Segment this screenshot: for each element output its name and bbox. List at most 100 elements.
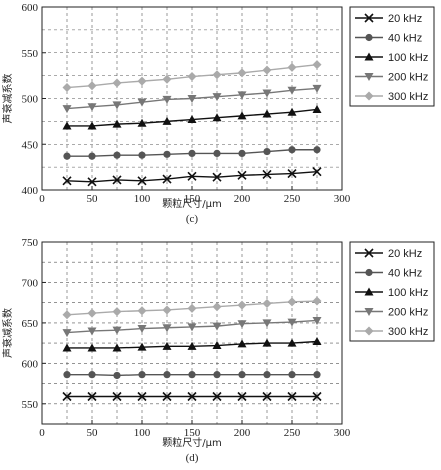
data-point xyxy=(137,325,147,334)
data-point xyxy=(137,342,147,351)
panel-caption: (c) xyxy=(186,213,199,225)
data-point xyxy=(137,98,147,107)
x-tick-label: 0 xyxy=(39,193,45,205)
series-4 xyxy=(62,60,322,93)
legend-label: 100 kHz xyxy=(388,287,428,299)
data-point xyxy=(287,168,297,179)
y-tick-label: 750 xyxy=(22,237,39,249)
y-axis-label: 声衰减系数 xyxy=(1,308,14,358)
data-point xyxy=(137,306,147,316)
data-point xyxy=(187,303,197,313)
data-point xyxy=(87,308,97,318)
data-point xyxy=(312,104,322,113)
legend-label: 200 kHz xyxy=(388,72,428,84)
data-point xyxy=(212,322,222,331)
data-point xyxy=(162,116,172,125)
data-point xyxy=(62,329,72,338)
data-point xyxy=(287,107,297,116)
data-point xyxy=(87,81,97,91)
data-point xyxy=(312,391,322,402)
data-point xyxy=(162,341,172,350)
data-point xyxy=(237,68,247,78)
data-point xyxy=(112,391,122,402)
data-point xyxy=(137,391,147,402)
data-point xyxy=(212,302,222,312)
data-point xyxy=(237,320,247,329)
data-point xyxy=(187,95,197,103)
legend-label: 200 kHz xyxy=(388,307,428,319)
data-point xyxy=(213,371,221,379)
data-point xyxy=(287,338,297,347)
series-2 xyxy=(62,104,322,130)
data-point xyxy=(113,151,121,159)
data-point xyxy=(313,146,321,154)
x-tick-label: 200 xyxy=(234,193,251,205)
data-point xyxy=(112,175,122,185)
data-point xyxy=(263,371,271,379)
grid xyxy=(42,242,342,424)
data-point xyxy=(88,371,96,379)
data-point xyxy=(87,121,97,130)
legend-label: 20 kHz xyxy=(388,248,422,260)
x-tick-label: 50 xyxy=(87,193,99,205)
data-point xyxy=(312,316,322,325)
data-point xyxy=(138,371,146,379)
y-tick-label: 450 xyxy=(22,139,39,151)
data-point xyxy=(237,111,247,120)
data-point xyxy=(87,103,97,112)
legend-marker xyxy=(364,13,374,23)
series-4 xyxy=(62,296,322,320)
legend-marker xyxy=(365,33,373,42)
data-point xyxy=(112,326,122,335)
x-tick-label: 200 xyxy=(234,427,251,439)
data-point xyxy=(138,151,146,159)
data-point xyxy=(262,338,272,347)
data-point xyxy=(238,149,246,157)
data-point xyxy=(163,150,171,158)
legend-marker xyxy=(364,91,374,101)
data-point xyxy=(137,76,147,86)
data-point xyxy=(63,371,71,379)
data-point xyxy=(287,318,297,327)
chart-panel-1: 0 50 100 150 200 250 300 550 600 650 700 750 颗粒尺寸/μm… xyxy=(1,237,435,464)
legend-marker xyxy=(364,326,374,336)
data-point xyxy=(162,391,172,402)
data-point xyxy=(237,339,247,348)
data-point xyxy=(262,319,272,328)
y-tick-label: 500 xyxy=(22,94,39,106)
data-point xyxy=(62,83,72,93)
data-point xyxy=(137,118,147,127)
data-point xyxy=(163,371,171,379)
data-point xyxy=(87,177,97,187)
data-point xyxy=(212,93,222,102)
data-point xyxy=(62,391,72,402)
data-point xyxy=(162,95,172,104)
data-point xyxy=(312,336,322,345)
data-point xyxy=(112,119,122,128)
data-point xyxy=(62,310,72,320)
data-point xyxy=(262,109,272,118)
data-point xyxy=(112,307,122,317)
data-point xyxy=(187,171,197,181)
data-point xyxy=(288,371,296,379)
data-point xyxy=(187,72,197,82)
data-point xyxy=(88,152,96,160)
data-point xyxy=(113,371,121,380)
x-tick-label: 0 xyxy=(39,427,45,439)
data-point xyxy=(112,343,122,352)
data-point xyxy=(187,115,197,124)
data-point xyxy=(313,371,321,379)
data-point xyxy=(237,391,247,402)
legend-label: 40 kHz xyxy=(388,268,422,280)
data-point xyxy=(287,62,297,72)
legend-label: 300 kHz xyxy=(388,91,428,103)
data-point xyxy=(188,149,196,157)
data-point xyxy=(237,300,247,310)
data-point xyxy=(62,176,72,186)
data-point xyxy=(312,60,322,70)
data-point xyxy=(312,296,322,306)
series-3 xyxy=(62,316,322,338)
data-point xyxy=(212,341,222,350)
data-point xyxy=(262,89,272,98)
